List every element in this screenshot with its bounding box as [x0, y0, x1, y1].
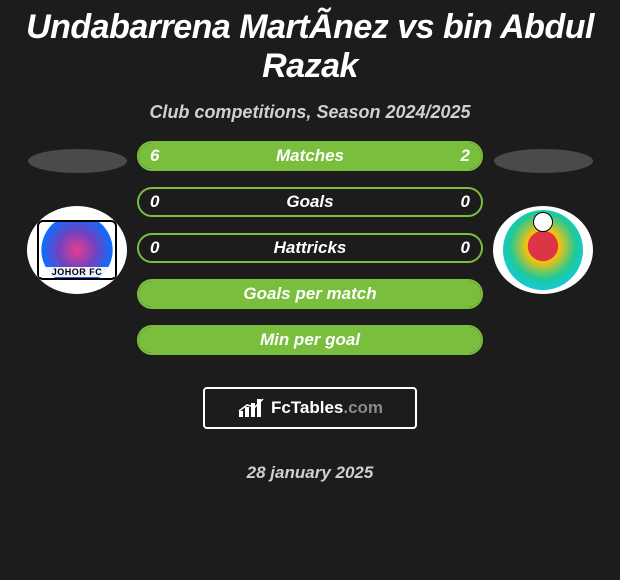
stats-bars: 6 Matches 2 0 Goals 0 0 Hattricks 0 Goal… — [137, 141, 483, 483]
left-badge-label: JOHOR FC — [39, 267, 115, 277]
stat-label: Hattricks — [139, 238, 481, 258]
left-player-col: JOHOR FC — [17, 141, 137, 294]
stat-value-right: 0 — [461, 192, 470, 212]
stat-label: Matches — [139, 146, 481, 166]
johor-fc-logo: JOHOR FC — [37, 220, 117, 280]
stat-value-right: 0 — [461, 238, 470, 258]
comparison-area: JOHOR FC 6 Matches 2 0 Goals 0 0 Hattric… — [0, 141, 620, 483]
stat-value-right: 2 — [461, 146, 470, 166]
stat-label: Goals per match — [139, 284, 481, 304]
stat-bar-matches: 6 Matches 2 — [137, 141, 483, 171]
date: 28 january 2025 — [137, 463, 483, 483]
stat-bar-min-per-goal: Min per goal — [137, 325, 483, 355]
soccer-ball-icon — [533, 212, 553, 232]
stat-bar-goals: 0 Goals 0 — [137, 187, 483, 217]
right-player-col — [483, 141, 603, 294]
stat-label: Min per goal — [139, 330, 481, 350]
stat-label: Goals — [139, 192, 481, 212]
right-club-logo — [503, 210, 583, 290]
right-club-badge — [493, 206, 593, 294]
right-flag — [491, 146, 596, 176]
left-flag — [25, 146, 130, 176]
page-title: Undabarrena MartÃ­nez vs bin Abdul Razak — [0, 0, 620, 86]
chart-icon — [237, 397, 267, 419]
left-club-badge: JOHOR FC — [27, 206, 127, 294]
stat-bar-goals-per-match: Goals per match — [137, 279, 483, 309]
subtitle: Club competitions, Season 2024/2025 — [0, 102, 620, 123]
fctables-link[interactable]: FcTables.com — [203, 387, 417, 429]
fctables-label: FcTables.com — [271, 398, 383, 418]
stat-bar-hattricks: 0 Hattricks 0 — [137, 233, 483, 263]
